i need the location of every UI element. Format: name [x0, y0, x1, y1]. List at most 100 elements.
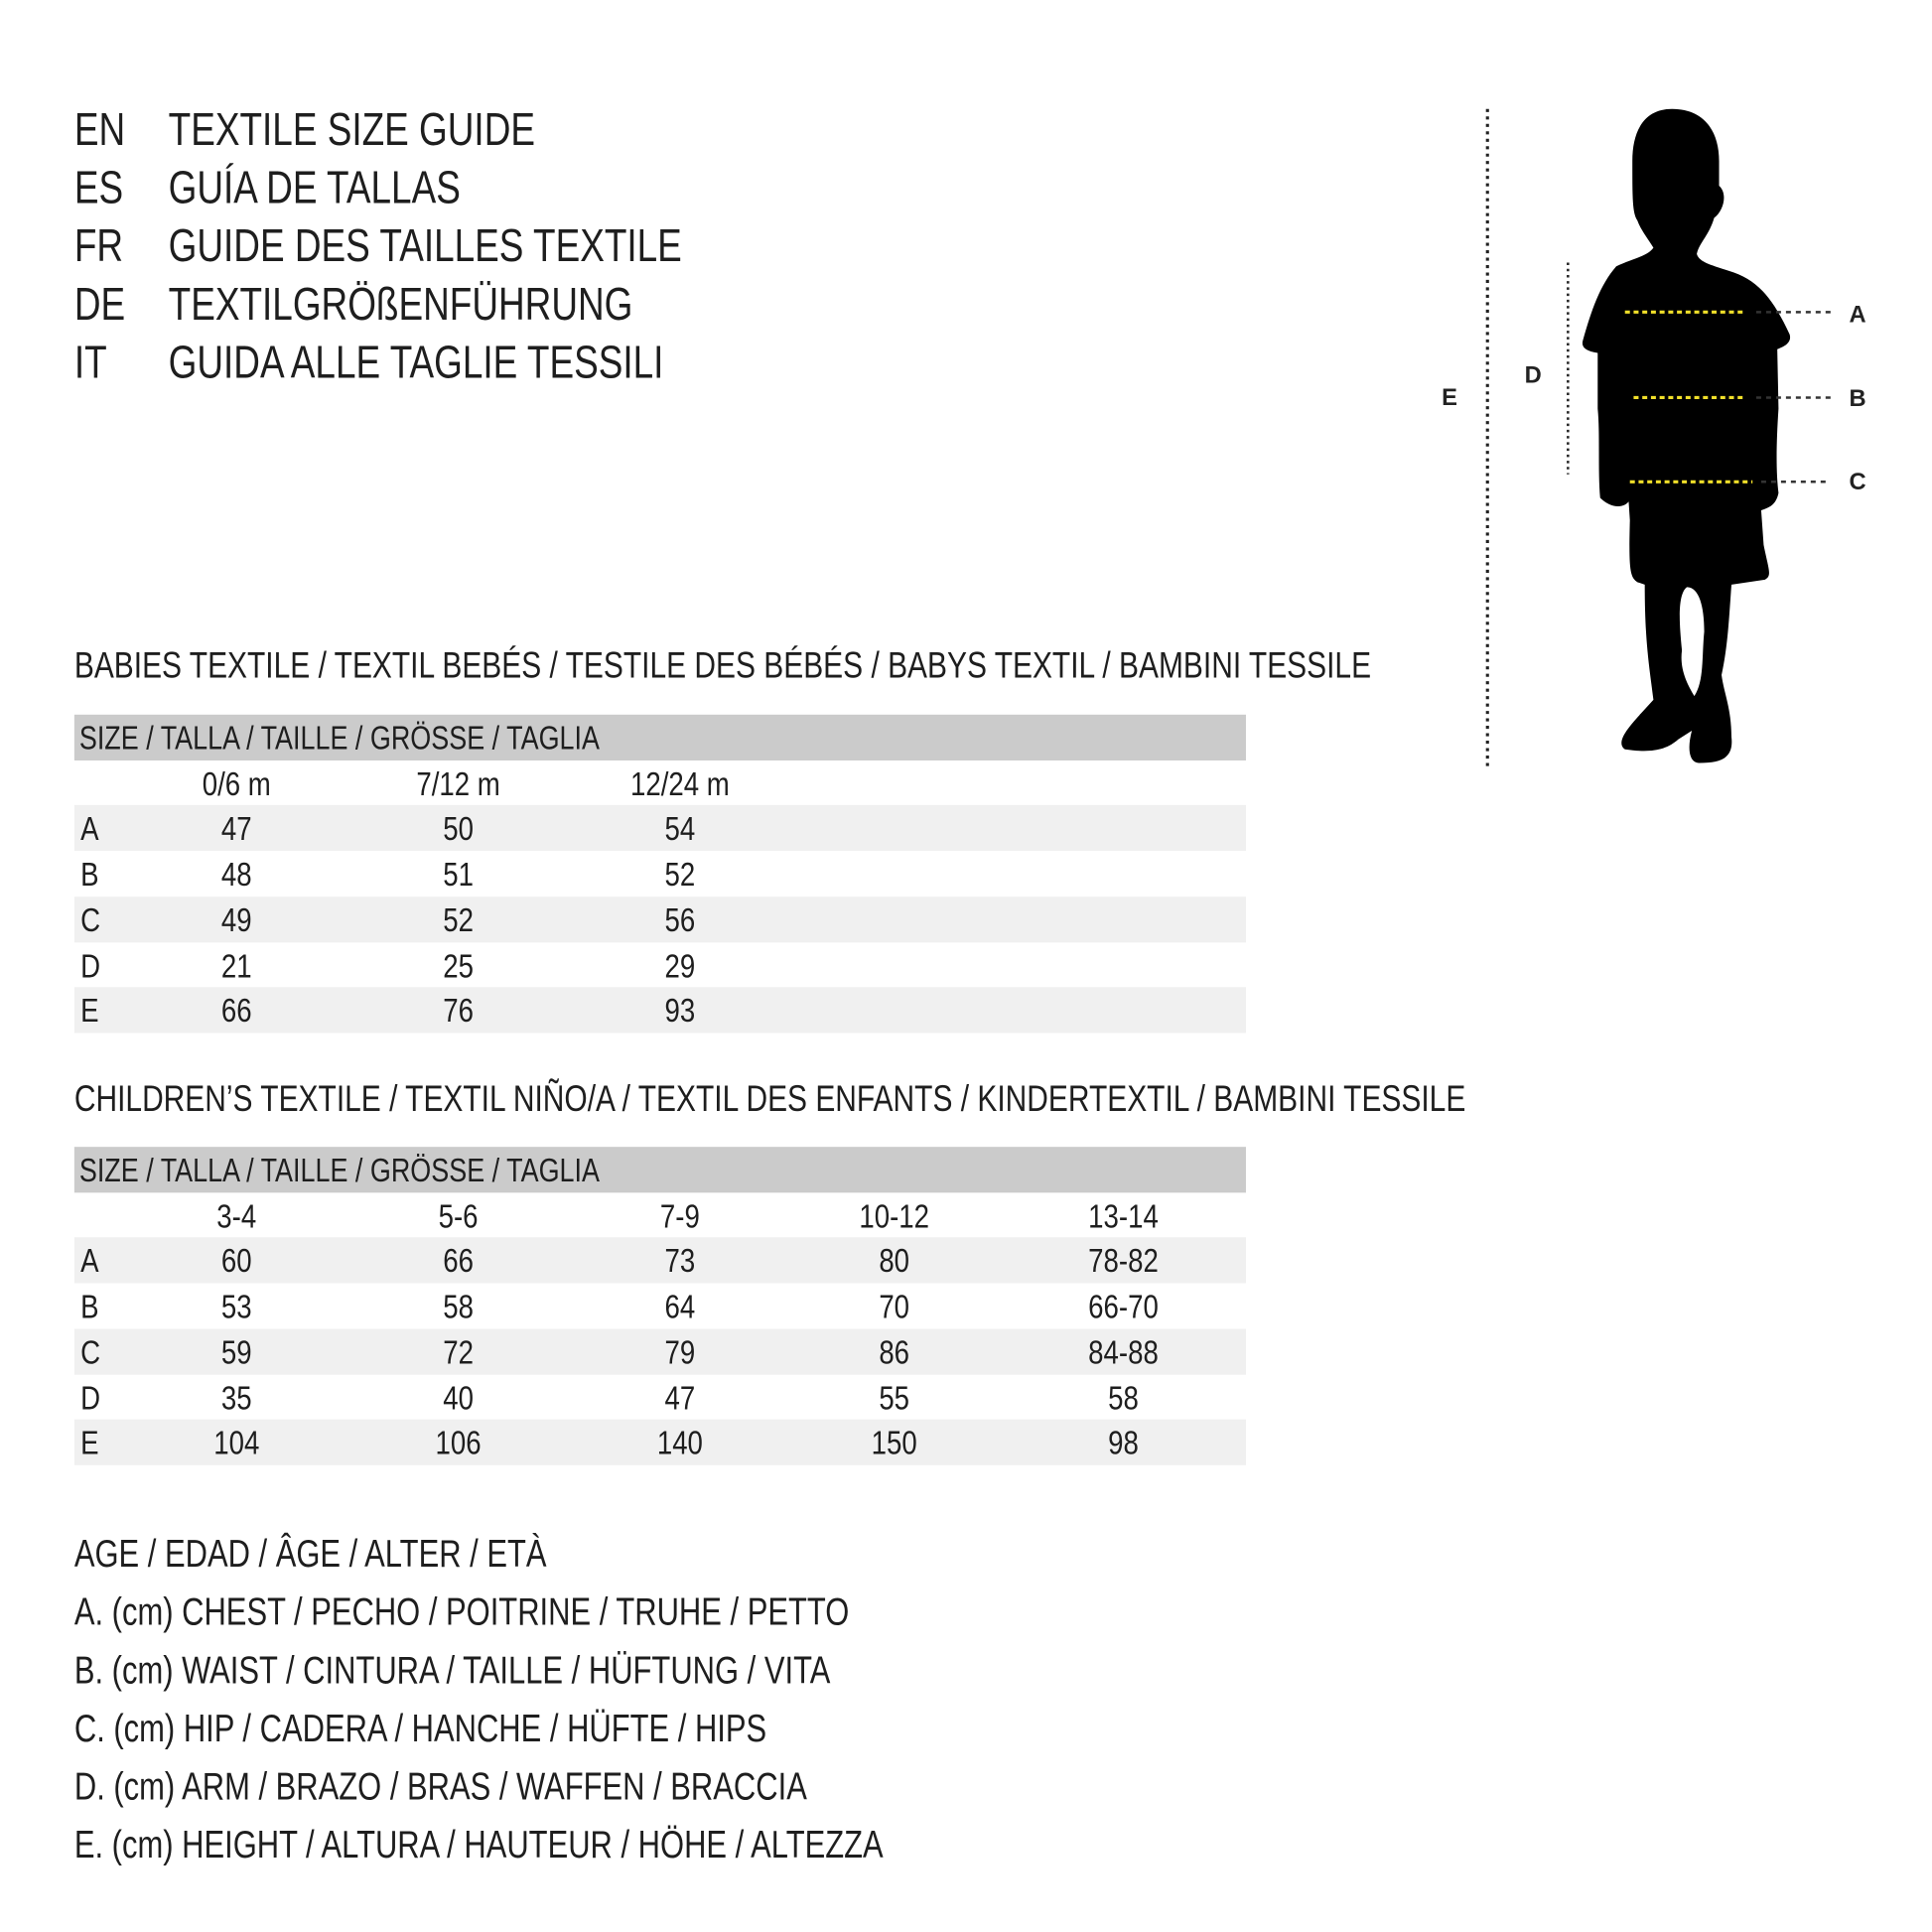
legend-height: E. (cm) HEIGHT / ALTURA / HAUTEUR / HÖHE… — [73, 1823, 884, 1866]
size-header-label: SIZE / TALLA / TAILLE / GRÖSSE / TAGLIA — [78, 719, 601, 758]
table-cell: 60 — [220, 1242, 252, 1281]
table-row: A 47 50 54 — [73, 805, 1246, 852]
row-label: A — [80, 810, 99, 848]
legend-arm: D. (cm) ARM / BRAZO / BRAS / WAFFEN / BR… — [73, 1764, 807, 1809]
row-label: D — [80, 946, 101, 985]
lang-code-es: ES — [73, 162, 124, 213]
table-cell: 51 — [443, 856, 474, 894]
column-header-row: 3-4 5-6 7-9 10-12 13-14 — [74, 1192, 1246, 1238]
title-fr: GUIDE DES TAILLES TEXTILE — [168, 220, 682, 272]
table-row: C 59 72 79 86 84-88 — [73, 1328, 1246, 1375]
column-header: 13-14 — [1088, 1196, 1159, 1235]
row-label: E — [80, 992, 99, 1030]
row-label: B — [80, 1288, 99, 1325]
table-row: A 60 66 73 80 78-82 — [73, 1237, 1246, 1284]
title-de: TEXTILGRÖßENFÜHRUNG — [168, 278, 633, 330]
row-label: C — [80, 1333, 101, 1371]
row-label: A — [80, 1242, 99, 1281]
table-cell: 150 — [871, 1424, 917, 1462]
table-cell: 106 — [435, 1424, 482, 1462]
size-header-label: SIZE / TALLA / TAILLE / GRÖSSE / TAGLIA — [78, 1152, 601, 1189]
table-row: E 104 106 140 150 98 — [73, 1419, 1246, 1466]
table-cell: 73 — [664, 1242, 696, 1281]
size-header-row: SIZE / TALLA / TAILLE / GRÖSSE / TAGLIA — [73, 714, 1246, 760]
label-e: E — [1442, 385, 1457, 411]
babies-heading: BABIES TEXTILE / TEXTIL BEBÉS / TESTILE … — [73, 644, 1372, 687]
table-cell: 50 — [443, 810, 474, 848]
table-cell: 21 — [220, 946, 252, 985]
column-header: 7/12 m — [416, 764, 500, 802]
legend-waist: B. (cm) WAIST / CINTURA / TAILLE / HÜFTU… — [73, 1648, 831, 1693]
table-row: B 53 58 64 70 66-70 — [74, 1284, 1246, 1329]
title-it: GUIDA ALLE TAGLIE TESSILI — [168, 337, 664, 388]
table-cell: 70 — [879, 1288, 910, 1325]
table-cell: 104 — [213, 1424, 260, 1462]
table-cell: 55 — [879, 1379, 910, 1417]
row-label: D — [80, 1379, 101, 1417]
row-label: C — [80, 900, 101, 939]
legend-hip: C. (cm) HIP / CADERA / HANCHE / HÜFTE / … — [73, 1707, 767, 1750]
table-cell: 72 — [443, 1333, 474, 1371]
title-en: TEXTILE SIZE GUIDE — [168, 103, 535, 155]
table-cell: 66 — [443, 1242, 474, 1281]
lang-code-it: IT — [73, 337, 107, 388]
lang-code-en: EN — [73, 103, 126, 155]
children-heading: CHILDREN’S TEXTILE / TEXTIL NIÑO/A / TEX… — [73, 1078, 1466, 1120]
row-label: B — [80, 856, 99, 894]
size-header-row: SIZE / TALLA / TAILLE / GRÖSSE / TAGLIA — [73, 1147, 1246, 1193]
legend-chest: A. (cm) CHEST / PECHO / POITRINE / TRUHE… — [73, 1589, 850, 1634]
column-header: 3-4 — [216, 1196, 257, 1235]
table-cell: 25 — [443, 946, 474, 985]
table-cell: 76 — [443, 992, 474, 1030]
title-es: GUÍA DE TALLAS — [168, 162, 461, 213]
column-header: 12/24 m — [629, 764, 730, 802]
table-cell: 35 — [220, 1379, 252, 1417]
column-header: 5-6 — [438, 1196, 479, 1235]
table-cell: 58 — [1108, 1379, 1139, 1417]
table-cell: 56 — [664, 900, 696, 939]
lang-code-fr: FR — [73, 220, 124, 272]
table-cell: 66 — [220, 992, 252, 1030]
table-row: D 21 25 29 — [74, 942, 1246, 988]
table-cell: 84-88 — [1088, 1333, 1159, 1371]
table-cell: 54 — [664, 810, 696, 848]
table-cell: 49 — [220, 900, 252, 939]
table-cell: 29 — [664, 946, 696, 985]
legend-age: AGE / EDAD / ÂGE / ALTER / ETÀ — [73, 1532, 547, 1576]
label-b: B — [1850, 386, 1866, 412]
column-header-row: 0/6 m 7/12 m 12/24 m — [74, 760, 1246, 806]
row-label: E — [80, 1424, 99, 1462]
table-row: B 48 51 52 — [74, 851, 1246, 897]
table-cell: 93 — [664, 992, 696, 1030]
lang-code-de: DE — [73, 278, 126, 330]
table-cell: 52 — [443, 900, 474, 939]
table-row: E 66 76 93 — [73, 987, 1246, 1034]
table-cell: 58 — [443, 1288, 474, 1325]
table-cell: 140 — [656, 1424, 703, 1462]
label-d: D — [1525, 362, 1542, 388]
column-header: 7-9 — [659, 1196, 700, 1235]
label-a: A — [1850, 302, 1866, 328]
column-header: 10-12 — [859, 1196, 930, 1235]
table-row: D 35 40 47 55 58 — [74, 1374, 1246, 1420]
table-cell: 86 — [879, 1333, 910, 1371]
table-cell: 98 — [1108, 1424, 1139, 1462]
table-cell: 66-70 — [1088, 1288, 1159, 1325]
table-row: C 49 52 56 — [73, 896, 1246, 943]
column-header: 0/6 m — [202, 764, 271, 802]
table-cell: 80 — [879, 1242, 910, 1281]
table-cell: 52 — [664, 856, 696, 894]
label-c: C — [1850, 470, 1866, 495]
table-cell: 78-82 — [1088, 1242, 1159, 1281]
leg-gap — [1679, 587, 1705, 697]
table-cell: 53 — [220, 1288, 252, 1325]
table-cell: 48 — [220, 856, 252, 894]
child-silhouette-icon — [1582, 108, 1791, 763]
table-cell: 47 — [664, 1379, 696, 1417]
table-cell: 64 — [664, 1288, 696, 1325]
table-cell: 79 — [664, 1333, 696, 1371]
table-cell: 40 — [443, 1379, 474, 1417]
table-cell: 47 — [220, 810, 252, 848]
